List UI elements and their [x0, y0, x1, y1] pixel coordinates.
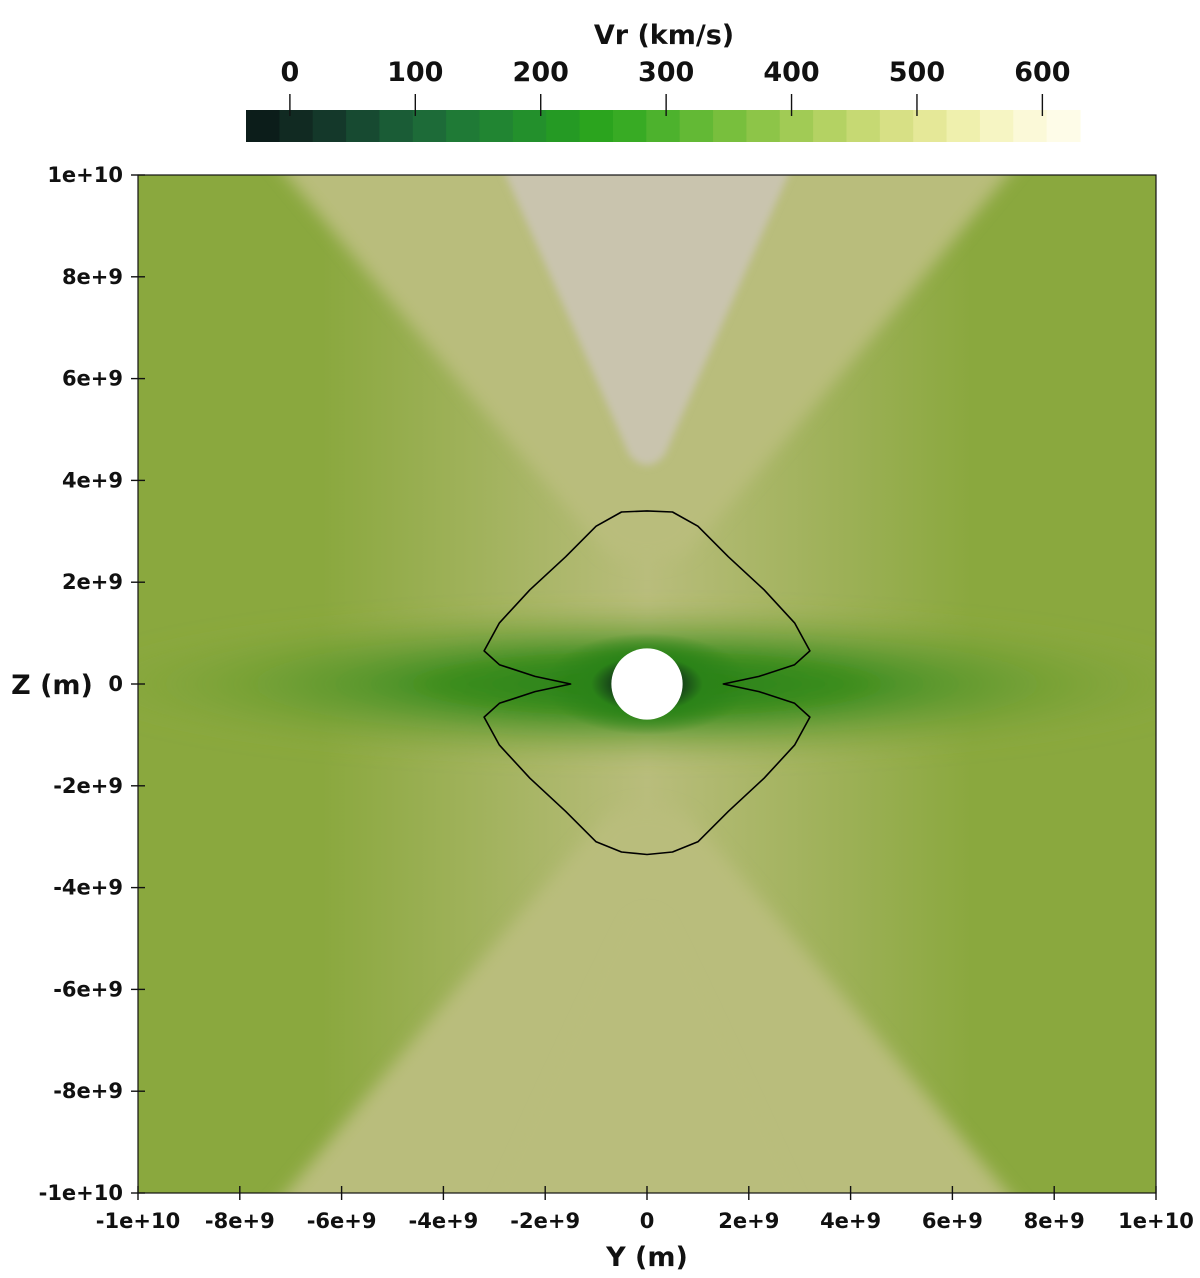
colorbar-tick-label: 400 — [763, 57, 819, 88]
colorbar-swatch — [479, 110, 514, 142]
polar-core-bottom — [495, 907, 799, 1193]
y-tick-label: 1e+10 — [47, 163, 123, 187]
x-tick-label: -4e+9 — [409, 1209, 479, 1233]
y-tick-label: 0 — [108, 672, 123, 696]
x-tick-label: -8e+9 — [205, 1209, 275, 1233]
colorbar-swatch — [512, 110, 547, 142]
colorbar-swatch — [646, 110, 681, 142]
x-axis-title: Y (m) — [605, 1242, 688, 1273]
colorbar-swatch — [879, 110, 914, 142]
contour-line — [483, 510, 811, 856]
x-tick-label: 1e+10 — [1118, 1209, 1194, 1233]
colorbar-swatch — [946, 110, 981, 142]
colorbar-swatch — [746, 110, 781, 142]
colorbar-title: Vr (km/s) — [594, 20, 734, 51]
colorbar-swatch — [713, 110, 747, 142]
x-axis: -1e+10 -8e+9 -6e+9 -4e+9 -2e+9 0 2e+9 4e+9 6e+9 8… — [96, 1186, 1194, 1233]
x-tick-label: 6e+9 — [922, 1209, 983, 1233]
colorbar-swatch — [813, 110, 848, 142]
y-tick-label: -2e+9 — [53, 774, 123, 798]
colorbar-swatch — [312, 110, 347, 142]
colorbar-swatch — [1013, 110, 1048, 142]
colorbar-swatch — [779, 110, 814, 142]
y-axis: -1e+10 -8e+9 -6e+9 -4e+9 -2e+9 0 2e+9 4e+9 6e+9 8… — [39, 163, 145, 1205]
colorbar-swatch — [346, 110, 381, 142]
colorbar-swatch — [1046, 110, 1081, 142]
colorbar-swatch — [546, 110, 581, 142]
colorbar-swatches — [246, 110, 1081, 142]
y-tick-label: 2e+9 — [62, 570, 123, 594]
x-tick-label: -6e+9 — [307, 1209, 377, 1233]
x-tick-label: -1e+10 — [96, 1209, 180, 1233]
y-tick-label: 6e+9 — [62, 367, 123, 391]
velocity-field — [138, 175, 1156, 1193]
y-tick-label: -6e+9 — [53, 977, 123, 1001]
x-tick-label: 4e+9 — [820, 1209, 881, 1233]
y-tick-label: -8e+9 — [53, 1079, 123, 1103]
colorbar-swatch — [679, 110, 714, 142]
polar-core-top — [505, 175, 789, 466]
x-tick-label: 2e+9 — [718, 1209, 779, 1233]
x-tick-label: -2e+9 — [510, 1209, 580, 1233]
colorbar-tick-label: 200 — [513, 57, 569, 88]
x-tick-label: 8e+9 — [1024, 1209, 1085, 1233]
colorbar-tick-label: 500 — [889, 57, 945, 88]
colorbar-tick-label: 0 — [280, 57, 299, 88]
y-axis-title: Z (m) — [11, 670, 93, 701]
colorbar: Vr (km/s) 0 100 200 300 400 500 600 — [246, 20, 1081, 142]
y-tick-label: -1e+10 — [39, 1181, 123, 1205]
y-tick-label: 4e+9 — [62, 468, 123, 492]
colorbar-swatch — [579, 110, 614, 142]
colorbar-ticks: 0 100 200 300 400 500 600 — [280, 57, 1071, 116]
colorbar-tick-label: 100 — [387, 57, 443, 88]
colorbar-swatch — [979, 110, 1014, 142]
colorbar-swatch — [846, 110, 881, 142]
y-tick-label: -4e+9 — [53, 876, 123, 900]
colorbar-swatch — [412, 110, 447, 142]
colorbar-swatch — [446, 110, 481, 142]
colorbar-swatch — [379, 110, 414, 142]
colorbar-swatch — [913, 110, 948, 142]
colorbar-swatch — [279, 110, 314, 142]
x-tick-label: 0 — [640, 1209, 655, 1233]
colorbar-swatch — [246, 110, 280, 142]
inner-body — [611, 648, 683, 720]
colorbar-tick-label: 300 — [638, 57, 694, 88]
colorbar-swatch — [612, 110, 647, 142]
y-tick-label: 8e+9 — [62, 265, 123, 289]
colorbar-tick-label: 600 — [1014, 57, 1070, 88]
